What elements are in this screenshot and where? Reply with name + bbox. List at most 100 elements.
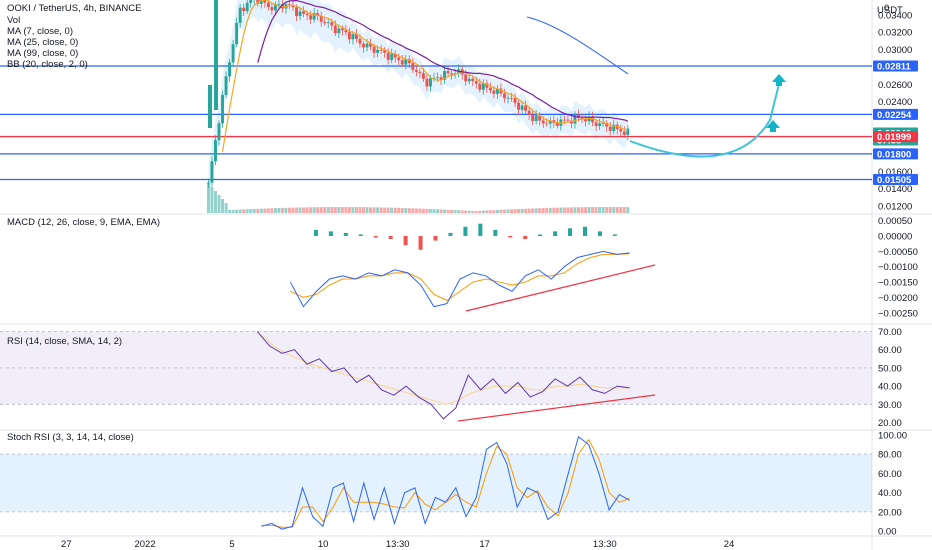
candle-body bbox=[503, 93, 506, 99]
volume-bar bbox=[298, 207, 302, 213]
candle-body bbox=[249, 0, 253, 3]
volume-bar bbox=[545, 207, 549, 213]
moving-averages bbox=[221, 0, 629, 152]
volume-bar bbox=[418, 208, 422, 213]
candle-body bbox=[471, 78, 475, 82]
volume-bar bbox=[594, 207, 598, 213]
volume-bar bbox=[397, 207, 401, 213]
candle-body bbox=[418, 71, 422, 74]
candle-body bbox=[390, 53, 394, 60]
candle-body bbox=[231, 44, 235, 63]
volume-bar bbox=[562, 207, 566, 213]
candle-body bbox=[517, 102, 521, 110]
rsi-tick-label: 40.00 bbox=[878, 382, 902, 393]
macd-histogram-bar bbox=[463, 226, 468, 236]
volume-bar bbox=[520, 208, 524, 213]
indicator-legend: OOKI / TetherUS, 4h, BINANCE Vol MA (7, … bbox=[7, 3, 903, 443]
candle-body bbox=[527, 110, 531, 115]
time-tick-label: 24 bbox=[724, 539, 735, 550]
candle-body bbox=[439, 77, 443, 80]
rsi-tick-label: 30.00 bbox=[878, 400, 902, 411]
volume-bars bbox=[206, 183, 630, 213]
macd-histogram-bar bbox=[568, 228, 573, 236]
volume-bar bbox=[407, 208, 411, 213]
candle-body bbox=[580, 118, 584, 119]
volume-bar bbox=[404, 208, 408, 213]
price-badge bbox=[873, 174, 918, 186]
stoch-tick-label: 60.00 bbox=[878, 469, 902, 480]
volume-bar bbox=[376, 207, 380, 213]
macd-pane[interactable] bbox=[289, 223, 656, 312]
candle-body bbox=[224, 76, 228, 96]
time-tick-label: 10 bbox=[318, 539, 329, 550]
candle-body bbox=[534, 115, 538, 122]
volume-bar bbox=[347, 207, 351, 213]
time-tick-label: 13:30 bbox=[386, 539, 410, 550]
volume-bar bbox=[302, 207, 306, 213]
price-tick-label: 0.02600 bbox=[878, 80, 912, 91]
candle-body bbox=[474, 81, 478, 84]
rsi-tick-label: 20.00 bbox=[878, 418, 902, 429]
candle-body bbox=[488, 87, 492, 91]
macd-histogram-bar bbox=[418, 235, 423, 250]
macd-label: MACD (12, 26, close, 9, EMA, EMA) bbox=[7, 217, 160, 228]
stoch-rsi-pane[interactable] bbox=[0, 435, 872, 530]
candle-body bbox=[326, 22, 330, 24]
volume-bar bbox=[319, 207, 323, 213]
volume-bar bbox=[242, 209, 246, 213]
candle-body bbox=[467, 78, 471, 82]
candle-body bbox=[235, 22, 239, 45]
ma99-line bbox=[526, 16, 629, 75]
volume-bar bbox=[541, 208, 545, 213]
candle-body bbox=[347, 32, 351, 40]
volume-bar bbox=[577, 207, 580, 213]
macd-tick-label: −0.00250 bbox=[878, 308, 918, 319]
volume-bar bbox=[372, 207, 376, 213]
volume-bar bbox=[326, 207, 330, 213]
stoch-band bbox=[0, 454, 872, 512]
candle-body bbox=[524, 105, 528, 111]
volume-bar bbox=[280, 207, 284, 213]
volume-bar bbox=[555, 207, 559, 213]
volume-bar bbox=[221, 199, 224, 213]
candle-body bbox=[414, 69, 418, 72]
candle-body bbox=[214, 140, 217, 162]
candle-body bbox=[330, 22, 334, 26]
rsi-line bbox=[256, 331, 630, 420]
volume-bar bbox=[538, 208, 542, 213]
rsi-pane[interactable] bbox=[0, 331, 872, 422]
candle-body bbox=[298, 11, 302, 17]
macd-tick-label: −0.00100 bbox=[878, 262, 918, 273]
price-badge bbox=[873, 108, 918, 120]
candle-body bbox=[369, 43, 373, 47]
price-axis[interactable]: 0.03400 0.03200 0.03000 0.02600 0.02400 0.016… bbox=[873, 3, 918, 538]
volume-bar bbox=[474, 210, 478, 213]
volume-bar bbox=[488, 210, 492, 213]
price-pane[interactable] bbox=[0, 0, 872, 213]
macd-histogram-bar bbox=[597, 231, 602, 236]
candle-body bbox=[594, 122, 598, 127]
time-axis[interactable]: 27 2022 5 10 13:30 17 13:30 24 bbox=[61, 539, 734, 550]
volume-bar bbox=[622, 207, 626, 213]
candle-body bbox=[206, 182, 210, 184]
macd-histogram-bar bbox=[388, 235, 393, 240]
candle-body bbox=[291, 4, 295, 8]
macd-histogram-bar bbox=[523, 235, 528, 240]
price-tick-label: 0.01200 bbox=[878, 202, 912, 213]
macd-histogram-bar bbox=[538, 234, 543, 236]
volume-bar bbox=[510, 209, 513, 213]
price-badge-label: 0.02811 bbox=[877, 61, 912, 72]
macd-histogram-bar bbox=[612, 234, 617, 236]
candle-body bbox=[499, 88, 503, 94]
candle-body bbox=[354, 34, 358, 39]
time-tick-label: 2022 bbox=[134, 539, 155, 550]
volume-bar bbox=[612, 207, 616, 213]
candle-body bbox=[411, 63, 415, 70]
candle-body bbox=[309, 15, 313, 20]
volume-bar bbox=[615, 207, 619, 213]
candle-body bbox=[400, 60, 404, 65]
candle-body bbox=[591, 116, 595, 123]
volume-bar bbox=[362, 207, 365, 213]
volume-bar bbox=[340, 207, 344, 213]
